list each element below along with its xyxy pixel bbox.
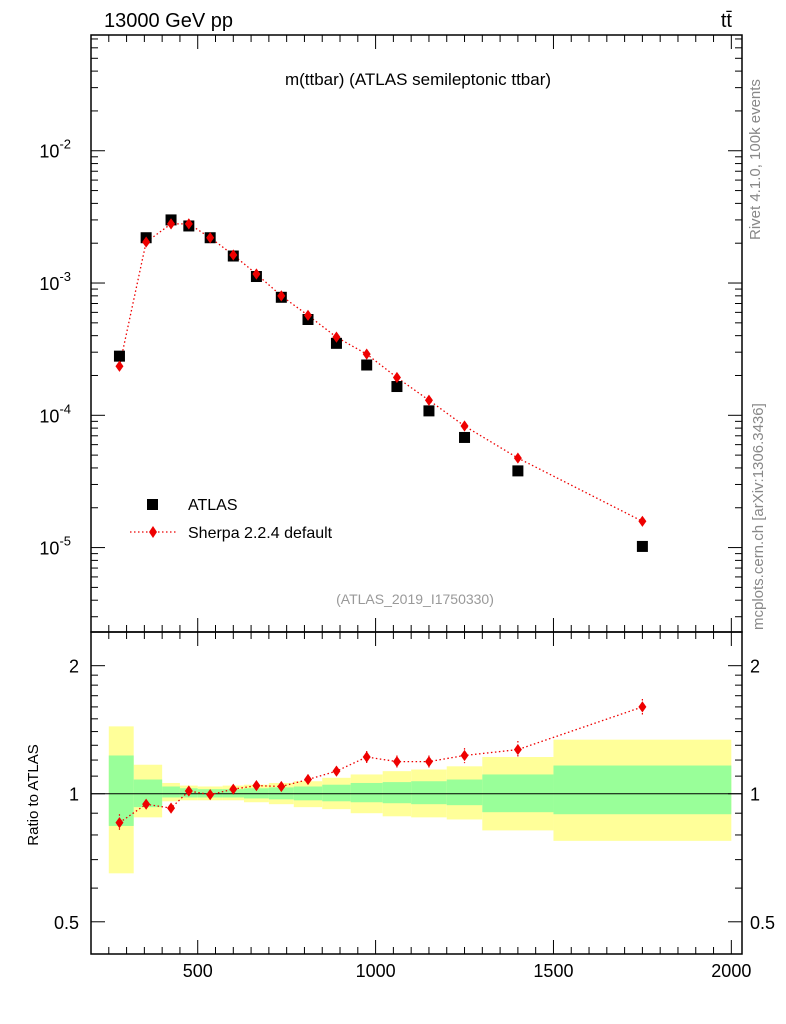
sherpa-ratio-point	[206, 789, 215, 801]
sherpa-point	[513, 452, 522, 464]
ratio-y-tick-label-right: 1	[750, 785, 760, 805]
sherpa-ratio-point	[229, 783, 238, 795]
sherpa-point	[332, 331, 341, 343]
sherpa-point	[206, 232, 215, 244]
sherpa-line	[118, 223, 643, 522]
legend-atlas-label: ATLAS	[188, 497, 238, 514]
sherpa-point	[460, 420, 469, 432]
ratio-band-inner	[108, 755, 134, 826]
plot-title: m(ttbar) (ATLAS semileptonic ttbar)	[285, 70, 551, 89]
y-tick-label: 10-2	[39, 137, 71, 162]
x-tick-label: 2000	[711, 961, 751, 981]
ratio-panel: 2 2 1 1 0.5 0.5 500 1000 1500 2000 Ratio to ATLAS	[25, 631, 775, 981]
sherpa-ratio-point	[115, 817, 124, 829]
sherpa-point	[392, 371, 401, 384]
ratio-band-inner	[411, 781, 447, 805]
legend-sherpa-label: Sherpa 2.2.4 default	[188, 525, 333, 542]
x-tick-label: 1000	[356, 961, 396, 981]
mcplots-label: mcplots.cern.ch [arXiv:1306.3436]	[750, 403, 767, 630]
rivet-label: Rivet 4.1.0, 100k events	[747, 79, 764, 240]
atlas-point	[113, 350, 125, 362]
ratio-y-tick-label: 0.5	[54, 913, 79, 933]
sherpa-point	[277, 290, 286, 302]
ratio-frame	[90, 631, 743, 955]
process-label: tt̄	[721, 10, 733, 32]
sherpa-ratio-point	[513, 743, 522, 756]
x-tick-label: 1500	[533, 961, 573, 981]
y-tick-label: 10-5	[39, 534, 71, 559]
y-tick-label: 10-3	[39, 269, 71, 294]
sherpa-point	[252, 268, 261, 280]
ratio-y-tick-label-right: 0.5	[750, 913, 775, 933]
ratio-y-tick-label: 1	[69, 785, 79, 805]
sherpa-ratio-point	[167, 802, 176, 814]
atlas-point	[423, 405, 435, 417]
legend-sherpa-marker	[149, 526, 157, 538]
atlas-point	[361, 359, 373, 371]
main-panel: 10-2 10-3 10-4 10-5 m(ttbar) (ATLAS semilep…	[39, 34, 743, 633]
sherpa-ratio-point	[184, 785, 193, 797]
sherpa-ratio-point	[332, 765, 341, 777]
legend: ATLAS Sherpa 2.2.4 default	[130, 497, 333, 542]
atlas-point	[636, 540, 648, 552]
sherpa-point	[229, 249, 238, 261]
sherpa-ratio-point	[252, 780, 261, 792]
sherpa-ratio-point	[460, 749, 469, 762]
ratio-band-inner	[162, 786, 180, 798]
ratio-y-tick-label-right: 2	[750, 657, 760, 677]
sherpa-point	[304, 309, 312, 321]
sherpa-point	[638, 515, 647, 527]
sherpa-ratio-point	[392, 755, 401, 768]
ratio-band-inner	[350, 782, 383, 803]
legend-atlas-marker	[147, 499, 158, 510]
y-tick-label: 10-4	[39, 401, 71, 426]
ratio-y-tick-label: 2	[69, 657, 79, 677]
atlas-point	[512, 465, 524, 477]
atlas-point	[391, 381, 403, 393]
sherpa-point	[424, 394, 433, 406]
ratio-band-inner	[446, 779, 483, 806]
atlas-point	[459, 431, 471, 443]
sherpa-ratio-point	[142, 798, 151, 810]
ratio-band-inner	[382, 782, 412, 804]
sherpa-ratio-point	[277, 780, 286, 793]
sherpa-ratio-point	[638, 701, 647, 713]
analysis-tag: (ATLAS_2019_I1750330)	[336, 591, 494, 607]
sherpa-point	[167, 218, 176, 230]
ratio-ylabel: Ratio to ATLAS	[25, 744, 42, 845]
atlas-point	[330, 337, 342, 349]
ratio-band-inner	[553, 765, 732, 815]
sherpa-ratio-point	[362, 751, 371, 763]
sherpa-ratio-point	[424, 755, 433, 768]
sherpa-point	[362, 348, 371, 360]
sherpa-point	[184, 218, 193, 230]
ratio-band-inner	[322, 784, 351, 802]
x-tick-label: 500	[183, 961, 213, 981]
sherpa-point	[115, 360, 124, 372]
energy-label: 13000 GeV pp	[104, 10, 233, 32]
sherpa-ratio-point	[304, 773, 312, 786]
sherpa-point	[142, 236, 151, 248]
